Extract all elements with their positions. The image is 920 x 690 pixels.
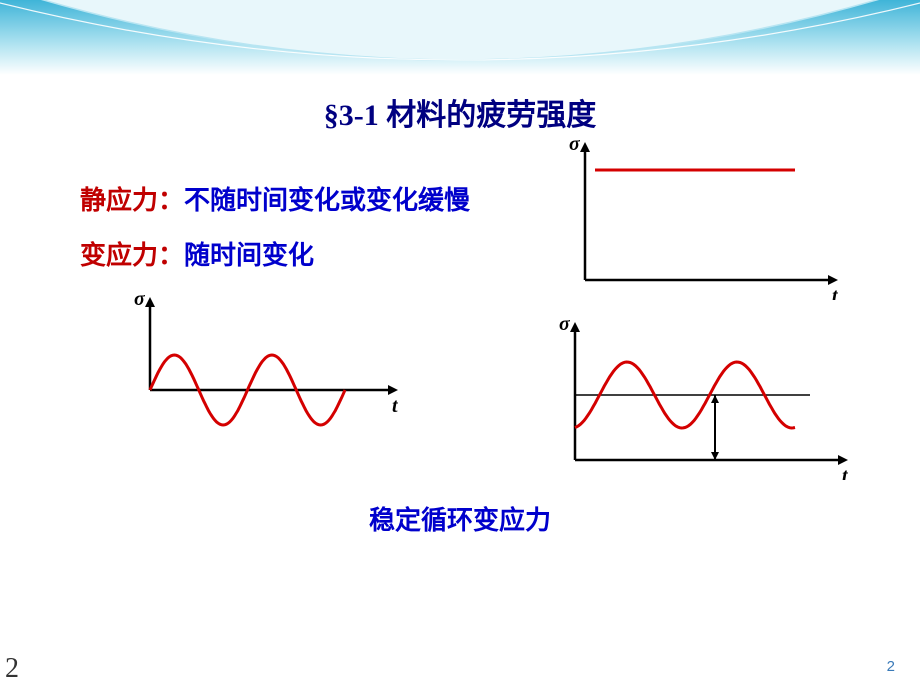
caption-stable-cycle: 稳定循环变应力 <box>0 500 920 537</box>
desc-static: 不随时间变化或变化缓慢 <box>184 186 470 215</box>
desc-variable: 随时间变化 <box>184 241 314 270</box>
chart-offset-cycle: σ t <box>540 320 850 480</box>
definition-variable: 变应力：随时间变化 <box>80 235 314 272</box>
svg-text:σ: σ <box>569 140 581 155</box>
slide-title: §3-1 材料的疲劳强度 <box>0 90 920 134</box>
svg-text:σ: σ <box>134 295 146 310</box>
svg-text:σ: σ <box>559 320 571 335</box>
chart-static-stress: σ t <box>550 140 840 300</box>
label-static: 静应力： <box>80 186 184 215</box>
svg-text:t: t <box>832 285 839 300</box>
label-variable: 变应力： <box>80 241 184 270</box>
page-number-left: 2 <box>5 653 19 685</box>
chart-symmetric-cycle: σ t <box>110 295 400 465</box>
svg-text:t: t <box>842 465 849 480</box>
page-number-right: 2 <box>887 658 895 675</box>
svg-text:t: t <box>392 395 399 417</box>
top-banner <box>0 0 920 75</box>
definition-static: 静应力：不随时间变化或变化缓慢 <box>80 180 470 217</box>
